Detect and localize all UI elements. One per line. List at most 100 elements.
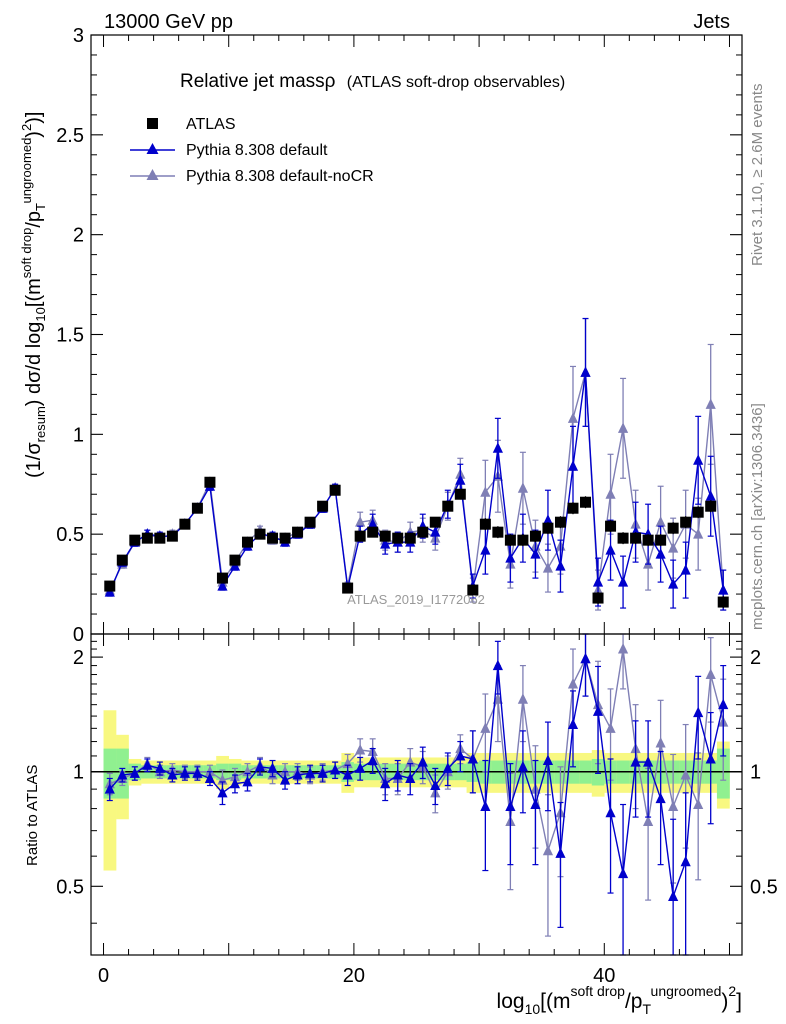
ratio-default-point xyxy=(580,652,591,664)
atlas-point xyxy=(630,532,642,544)
main-nocr-point xyxy=(542,562,554,573)
legend-marker-atlas xyxy=(147,118,158,129)
legend: ATLAS Pythia 8.308 default Pythia 8.308 … xyxy=(130,116,374,185)
ratio-default-point xyxy=(154,762,165,773)
ratio-default-point xyxy=(442,762,453,773)
atlas-point xyxy=(342,582,354,594)
main-default-point xyxy=(718,584,729,595)
ratio-default-point xyxy=(229,777,241,789)
main-nocr-point xyxy=(617,422,629,433)
main-default-point xyxy=(530,548,541,559)
ratio-nocr-point xyxy=(643,815,654,826)
main-nocr-point xyxy=(567,412,579,423)
y-tick-label-main: 2 xyxy=(73,225,84,247)
ratio-default-point xyxy=(630,756,641,767)
plot-title: Relative jet massρ (ATLAS soft-drop obse… xyxy=(180,71,565,92)
ratio-nocr-point xyxy=(705,668,716,680)
atlas-point xyxy=(179,518,191,530)
header-right: Jets xyxy=(693,11,730,33)
main-nocr-point xyxy=(605,488,616,499)
atlas-point xyxy=(304,516,316,528)
main-default-point xyxy=(655,548,666,559)
ratio-default-point xyxy=(405,772,416,783)
atlas-point xyxy=(329,484,341,496)
ratio-default-point xyxy=(167,769,178,780)
main-default-point xyxy=(542,514,554,525)
ratio-default-point xyxy=(668,890,679,902)
ratio-default-point xyxy=(254,760,266,772)
ratio-default-point xyxy=(617,867,629,879)
ratio-default-point xyxy=(342,769,353,780)
ratio-nocr-line xyxy=(109,648,724,854)
ratio-default-point xyxy=(467,752,478,764)
atlas-point xyxy=(116,554,128,566)
main-default-point xyxy=(680,564,691,575)
main-default-point xyxy=(555,560,566,571)
atlas-point xyxy=(705,500,717,512)
atlas-point xyxy=(617,532,629,544)
x-axis-label: log10[(msoft drop/pTungroomed)2] xyxy=(497,983,742,1017)
y-tick-label-main: 0.5 xyxy=(56,524,84,546)
atlas-point xyxy=(479,518,491,530)
atlas-point xyxy=(254,528,266,540)
main-default-point xyxy=(217,580,228,591)
ratio-default-point xyxy=(592,705,604,716)
header-left: 13000 GeV pp xyxy=(104,11,233,33)
analysis-watermark: ATLAS_2019_I1772062 xyxy=(347,592,485,607)
y-tick-label-ratio-right: 2 xyxy=(750,647,761,669)
legend-label-atlas: ATLAS xyxy=(186,116,236,133)
atlas-point xyxy=(554,516,566,528)
legend-marker-nocr xyxy=(146,169,159,180)
y-tick-label-ratio: 2 xyxy=(73,647,84,669)
ratio-default-point xyxy=(217,786,228,798)
atlas-point xyxy=(204,476,216,488)
ratio-default-point xyxy=(242,775,253,787)
legend-marker-default xyxy=(146,143,159,154)
ratio-default-point xyxy=(643,756,654,767)
ratio-nocr-point xyxy=(542,844,554,856)
ratio-nocr-point xyxy=(617,643,629,654)
ratio-nocr-point xyxy=(517,693,529,704)
ratio-default-point xyxy=(304,767,316,778)
atlas-point xyxy=(492,526,504,538)
atlas-point xyxy=(292,526,304,538)
ratio-plot-panel: 0 20 40 0.5 0.5 1 1 2 2 xyxy=(56,633,778,987)
ratio-default-point xyxy=(555,847,566,858)
atlas-point xyxy=(429,516,441,528)
mcplots-label: mcplots.cern.ch [arXiv:1306.3436] xyxy=(749,403,766,630)
ratio-default-point xyxy=(655,792,666,804)
atlas-point xyxy=(680,516,692,528)
atlas-point xyxy=(529,530,541,542)
atlas-point xyxy=(692,506,704,518)
atlas-point xyxy=(267,532,279,544)
atlas-point xyxy=(166,530,178,542)
ratio-default-point xyxy=(355,762,366,773)
atlas-point xyxy=(129,534,141,546)
ratio-default-point xyxy=(380,777,391,789)
plot-title-main: Relative jet massρ xyxy=(180,71,336,92)
atlas-point xyxy=(379,530,391,542)
y-tick-label-main: 1 xyxy=(73,424,84,446)
y-tick-label-ratio-right: 1 xyxy=(750,762,761,784)
ratio-default-point xyxy=(179,767,190,778)
main-nocr-point xyxy=(355,516,366,527)
ratio-default-point xyxy=(317,767,328,778)
atlas-point xyxy=(605,520,617,532)
main-nocr-line xyxy=(109,372,724,591)
main-default-point xyxy=(580,366,591,377)
main-default-point xyxy=(668,578,679,589)
atlas-point xyxy=(104,580,116,592)
ratio-default-point xyxy=(142,759,153,770)
ratio-default-point xyxy=(367,754,378,766)
ratio-default-point xyxy=(292,769,303,780)
ratio-nocr-point xyxy=(680,769,691,780)
ratio-default-point xyxy=(480,800,491,812)
atlas-point xyxy=(467,584,479,596)
atlas-point xyxy=(504,534,516,546)
ratio-default-point xyxy=(542,754,554,766)
ratio-default-point xyxy=(204,772,216,783)
ratio-default-point xyxy=(267,762,278,773)
atlas-point xyxy=(642,534,654,546)
atlas-point xyxy=(392,532,404,544)
